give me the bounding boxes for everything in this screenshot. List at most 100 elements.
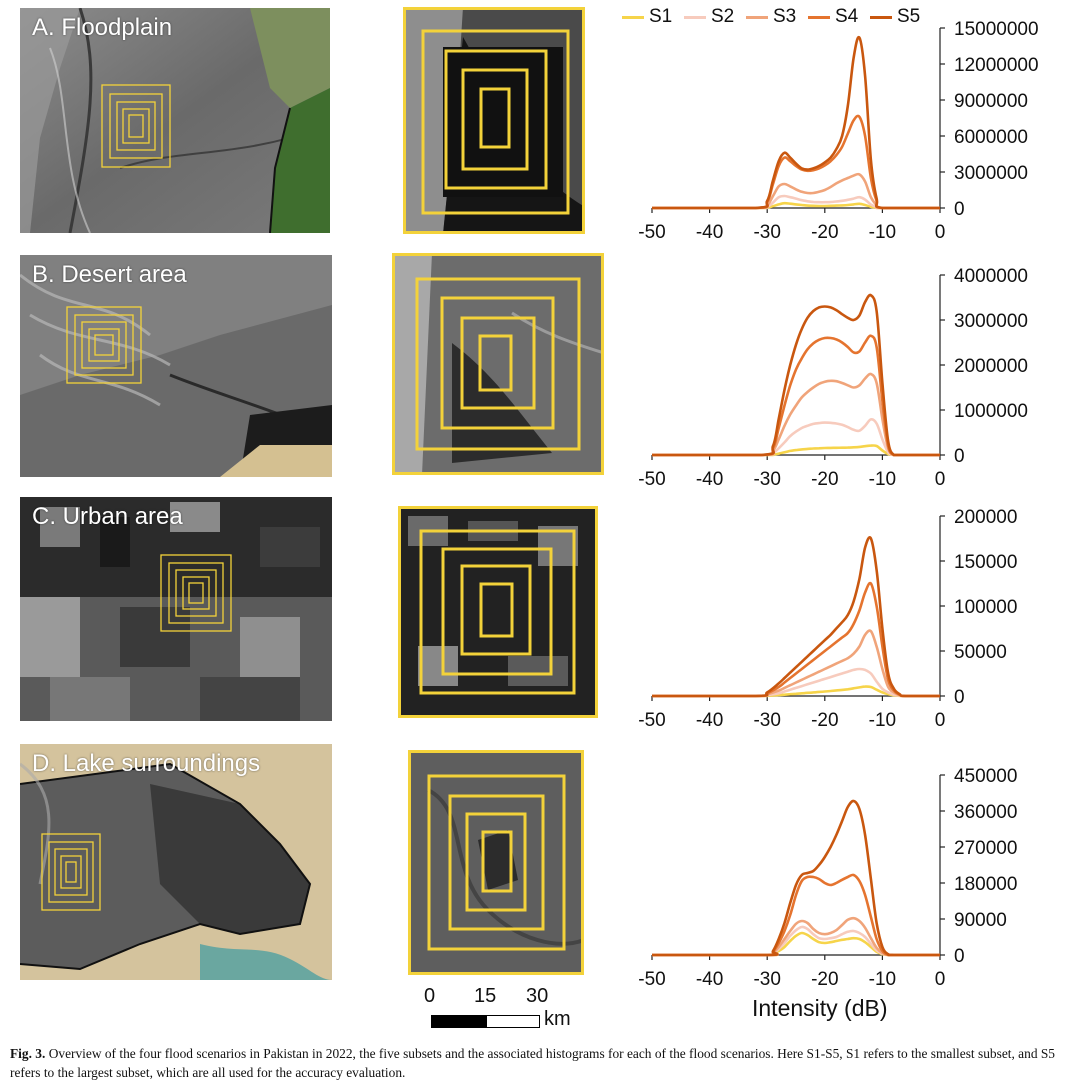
chart-legend: S1 S2 S3 S4 S5: [622, 4, 952, 30]
histogram-urban: -50 -40 -30 -20 -10 0 0 50000 100000 150000 200000: [630, 496, 1080, 741]
series-line-s5: [652, 293, 940, 457]
x-tick-label: -20: [811, 969, 838, 990]
histogram-svg-urban: -50 -40 -30 -20 -10 00 50000 100000 150000 200000: [638, 507, 1017, 731]
map-urban: C. Urban area: [20, 497, 332, 721]
y-tick-label: 0: [954, 687, 965, 708]
series-line-s2: [652, 418, 940, 457]
panel-label-desert: B. Desert area: [32, 261, 187, 288]
legend-swatch-s5: [870, 16, 892, 19]
series-line-s1: [652, 685, 940, 698]
y-tick-label: 15000000: [954, 19, 1039, 40]
x-tick-label: -20: [811, 469, 838, 490]
x-tick-label: -30: [753, 222, 780, 243]
legend-label-s2: S2: [711, 6, 735, 27]
y-tick-label: 100000: [954, 597, 1017, 618]
x-tick-label: -30: [753, 469, 780, 490]
x-tick-label: -50: [638, 969, 665, 990]
series-line-s3: [652, 916, 940, 957]
legend-swatch-s2: [684, 16, 706, 19]
series-line-s1: [652, 201, 940, 210]
x-tick-label: 0: [935, 710, 946, 731]
subset-zoom-floodplain: [403, 7, 585, 234]
legend-label-s5: S5: [897, 6, 921, 27]
y-tick-label: 150000: [954, 552, 1017, 573]
y-tick-label: 450000: [954, 766, 1017, 787]
scale-tick-30: 30: [526, 985, 549, 1007]
x-tick-label: -10: [869, 710, 896, 731]
series-line-s3: [652, 172, 940, 210]
y-tick-label: 12000000: [954, 55, 1039, 76]
y-tick-label: 1000000: [954, 401, 1028, 422]
series-line-s3: [652, 629, 940, 698]
y-tick-label: 9000000: [954, 91, 1028, 112]
x-tick-label: -30: [753, 969, 780, 990]
scale-bar: 0 15 30 km: [420, 985, 590, 1035]
legend-swatch-s3: [746, 16, 768, 19]
series-line-s2: [652, 667, 940, 698]
y-tick-label: 360000: [954, 802, 1017, 823]
y-tick-label: 3000000: [954, 163, 1028, 184]
y-tick-label: 3000000: [954, 311, 1028, 332]
panel-label-lake: D. Lake surroundings: [32, 750, 261, 777]
subset-zoom-lake: [408, 750, 584, 975]
subset-image-lake: [408, 750, 584, 975]
legend-label-s3: S3: [773, 6, 797, 27]
subset-zoom-desert: [392, 253, 604, 475]
y-tick-label: 0: [954, 946, 965, 967]
series-line-s4: [652, 334, 940, 457]
x-tick-label: -50: [638, 222, 665, 243]
x-axis-title: Intensity (dB): [752, 995, 888, 1021]
panel-label-urban: C. Urban area: [32, 503, 183, 530]
series-line-s2: [652, 925, 940, 957]
y-tick-label: 200000: [954, 507, 1017, 528]
legend-swatch-s4: [808, 16, 830, 19]
series-line-s3: [652, 372, 940, 457]
panel-label-floodplain: A. Floodplain: [32, 14, 173, 41]
x-tick-label: -10: [869, 222, 896, 243]
x-tick-label: 0: [935, 969, 946, 990]
map-desert: B. Desert area: [20, 255, 332, 477]
histogram-floodplain: -50 -40 -30 -20 -10 0 0 3000000 6000000 9000000 12…: [630, 8, 1080, 253]
series-line-s5: [652, 536, 940, 698]
x-tick-label: -50: [638, 469, 665, 490]
satellite-image-floodplain: [20, 8, 330, 233]
scale-bar-white-segment: [486, 1015, 540, 1028]
subset-zoom-urban: [398, 506, 598, 718]
y-tick-label: 6000000: [954, 127, 1028, 148]
x-tick-label: -10: [869, 969, 896, 990]
y-tick-label: 4000000: [954, 266, 1028, 287]
series-line-s1: [652, 444, 940, 457]
y-tick-label: 50000: [954, 642, 1007, 663]
legend-swatch-s1: [622, 16, 644, 19]
subset-image-floodplain: [403, 7, 585, 234]
y-tick-label: 0: [954, 199, 965, 220]
map-lake: D. Lake surroundings: [20, 744, 332, 980]
y-tick-label: 180000: [954, 874, 1017, 895]
map-floodplain: A. Floodplain: [20, 8, 330, 233]
scale-bar-black-segment: [431, 1015, 488, 1028]
figure-caption: Fig. 3. Overview of the four flood scena…: [10, 1044, 1072, 1082]
caption-text: Overview of the four flood scenarios in …: [10, 1046, 1056, 1080]
scale-unit: km: [544, 1008, 571, 1030]
series-line-s2: [652, 194, 940, 210]
x-tick-label: -40: [696, 969, 723, 990]
series-line-s4: [652, 873, 940, 957]
histogram-lake: -50 -40 -30 -20 -10 0 0 90000 180000 270000 360000…: [630, 755, 1080, 1000]
legend-label-s1: S1: [649, 6, 673, 27]
x-tick-label: -40: [696, 222, 723, 243]
x-tick-label: -10: [869, 469, 896, 490]
series-line-s5: [652, 799, 940, 957]
x-tick-label: -40: [696, 469, 723, 490]
histogram-svg-floodplain: -50 -40 -30 -20 -10 00 3000000 6000000 9000000 12…: [638, 19, 1039, 243]
x-tick-label: -20: [811, 710, 838, 731]
series-line-s1: [652, 931, 940, 957]
legend-label-s4: S4: [835, 6, 859, 27]
series-line-s4: [652, 581, 940, 698]
histogram-desert: -50 -40 -30 -20 -10 0 0 1000000 2000000 3000000 40…: [630, 255, 1080, 500]
x-tick-label: -30: [753, 710, 780, 731]
x-tick-label: -20: [811, 222, 838, 243]
x-tick-label: 0: [935, 469, 946, 490]
satellite-image-desert: [20, 255, 332, 477]
histogram-svg-desert: -50 -40 -30 -20 -10 00 1000000 2000000 3000000 40…: [638, 266, 1028, 490]
series-line-s5: [652, 35, 940, 210]
